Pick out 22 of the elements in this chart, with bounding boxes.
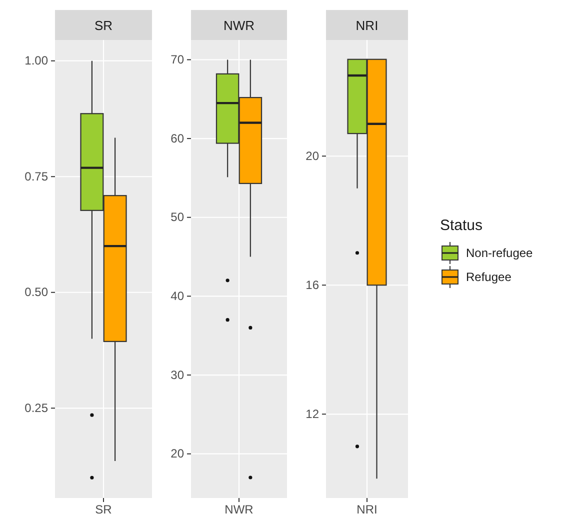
y-tick-label: 1.00 [24, 54, 48, 68]
y-tick-label: 30 [170, 368, 184, 382]
text: NWR [224, 502, 254, 517]
y-tick-label: 50 [170, 210, 184, 224]
legend-label: Refugee [466, 270, 512, 284]
y-tick-label: 12 [306, 406, 320, 421]
y-tick-label: 60 [170, 131, 184, 146]
x-tick-label: SR [94, 18, 113, 33]
y-tick-label: 70 [170, 52, 184, 67]
legend-label: Non-refugee [466, 246, 534, 260]
y-tick-label: 0.75 [24, 169, 48, 184]
x-tick-label: NRI [356, 18, 378, 33]
x-tick-label: NWR [223, 18, 255, 33]
y-tick-label: 40 [170, 289, 184, 304]
text: NRI [356, 502, 378, 517]
y-tick-label: 16 [306, 278, 320, 292]
y-tick-label: 20 [170, 446, 184, 461]
y-tick-label: 0.25 [24, 401, 48, 415]
legend-title: Status [440, 217, 483, 234]
text: SR [95, 502, 112, 517]
y-tick-label: 0.50 [24, 285, 48, 300]
y-tick-label: 20 [306, 148, 320, 163]
